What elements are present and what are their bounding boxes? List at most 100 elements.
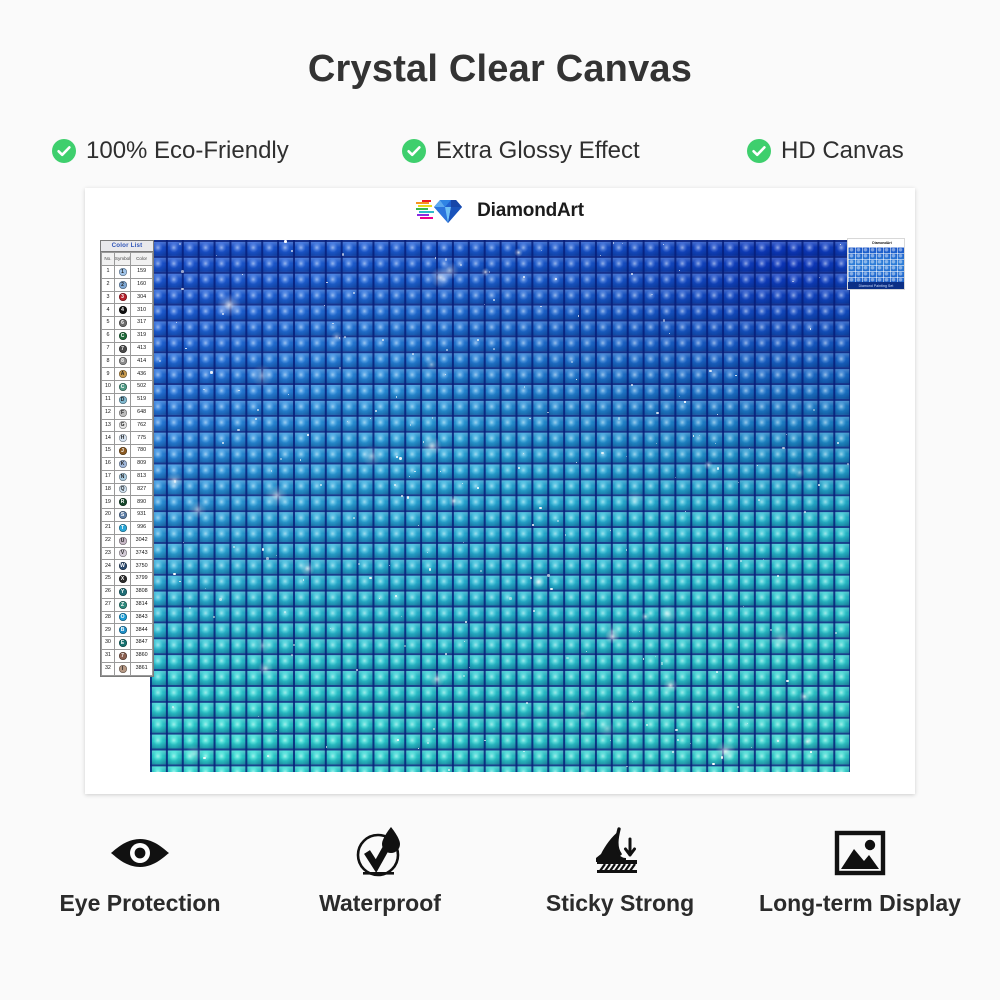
sparkle-dot (656, 411, 659, 415)
sparkle-dot (656, 443, 658, 445)
sparkle-dot (460, 264, 463, 266)
sparkle-dot (171, 705, 175, 708)
sparkle-dot (565, 534, 567, 536)
cell-symbol: F (113, 405, 132, 420)
sparkle-dot (287, 393, 289, 395)
cell-color-code: 813 (130, 469, 153, 484)
cell-no: 25 (101, 572, 115, 586)
badge-label: Sticky Strong (545, 890, 695, 916)
sparkle-dot (325, 746, 328, 748)
table-row: 29 B 3844 (101, 623, 153, 638)
cell-no: 19 (101, 495, 115, 510)
cell-color-code: 3042 (130, 533, 153, 548)
table-row: 1 1 159 (101, 265, 153, 279)
color-symbol-swatch: 6 (118, 319, 127, 328)
sparkle-glow (768, 627, 793, 651)
diamond-gem-icon (860, 241, 870, 253)
sparkle-dot (675, 476, 677, 478)
sparkle-dot (434, 257, 437, 259)
thumbnail-caption: Diamond Painting Set (848, 282, 904, 289)
cell-no: 32 (101, 661, 115, 676)
sparkle-dot (756, 464, 759, 467)
cell-color-code: 3799 (130, 572, 153, 586)
sparkle-dot (428, 568, 432, 571)
sparkle-dot (678, 395, 681, 398)
sparkle-dot (785, 433, 787, 435)
sparkle-dot (216, 255, 218, 257)
color-symbol-swatch: G (118, 421, 127, 430)
table-row: 10 C 502 (101, 380, 153, 394)
cell-color-code: 436 (130, 367, 153, 382)
sparkle-dot (610, 739, 612, 741)
sparkle-dot (176, 322, 178, 324)
sparkle-dot (777, 740, 779, 742)
sparkle-glow (165, 472, 184, 491)
cell-symbol: E (113, 636, 132, 650)
sparkle-dot (179, 580, 181, 583)
sparkle-dot (769, 628, 773, 632)
sparkle-dot (529, 417, 531, 419)
table-row: 25 X 3799 (101, 572, 153, 586)
table-row: 8 8 414 (101, 354, 153, 369)
cell-color-code: 890 (130, 495, 153, 510)
sparkle-dot (660, 663, 663, 666)
sparkle-dot (290, 654, 293, 656)
sparkle-dot (399, 457, 402, 460)
sparkle-glow (299, 560, 315, 576)
sparkle-dot (159, 360, 162, 362)
sparkle-dot (547, 411, 549, 413)
sparkle-dot (834, 632, 837, 635)
sparkle-dot (625, 455, 628, 458)
sparkle-dot (307, 434, 310, 436)
table-row: 11 D 519 (101, 392, 153, 407)
sparkle-dot (809, 328, 812, 331)
cell-no: 30 (101, 636, 115, 650)
color-symbol-swatch: E (118, 639, 127, 647)
sparkle-dot (671, 750, 674, 753)
cell-symbol: 4 (113, 303, 132, 318)
table-row: 23 V 3743 (101, 546, 153, 561)
cell-no: 18 (101, 482, 115, 497)
cell-no: 1 (101, 265, 115, 279)
sparkle-dot (782, 447, 785, 450)
sparkle-dot (489, 271, 491, 273)
sparkle-dot (493, 298, 495, 301)
sparkle-glow (598, 719, 616, 737)
sparkle-dot (642, 658, 645, 660)
sparkle-glow (798, 691, 810, 703)
sparkle-dot (812, 409, 815, 411)
cell-symbol: 7 (113, 648, 132, 663)
color-symbol-swatch: Q (118, 485, 127, 494)
sparkle-dot (462, 541, 464, 543)
mosaic-grid-lines (150, 240, 850, 772)
table-header-row: No. Symbol Color (101, 252, 153, 266)
sparkle-dot (517, 466, 520, 469)
sparkle-glow (576, 708, 588, 720)
table-row: 32 I 3861 (101, 661, 153, 676)
color-list-grid: No. Symbol Color 1 1 159 2 2 160 3 3 304 4 4 310 5 6 3… (101, 252, 153, 676)
sparkle-dot (525, 701, 528, 704)
sparkle-dot (483, 304, 486, 306)
table-row: 18 Q 827 (101, 482, 153, 497)
table-row: 31 7 3860 (101, 648, 153, 663)
sparkle-dot (523, 750, 526, 753)
sparkle-dot (414, 471, 416, 473)
cell-no: 28 (101, 610, 115, 625)
sparkle-dot (839, 244, 841, 246)
sparkle-dot (693, 435, 695, 437)
cell-color-code: 762 (130, 418, 153, 433)
sparkle-dot (735, 374, 737, 377)
canvas-preview-card: DiamondArt Color List No. Symbol Color (85, 188, 915, 794)
cell-no: 12 (101, 405, 115, 420)
product-thumbnail: DiamondArt Diamond Painting Set (847, 238, 905, 290)
sparkle-glow (250, 364, 274, 387)
sparkle-dot (270, 470, 273, 472)
sparkle-dot (203, 388, 205, 390)
sparkle-dot (776, 574, 779, 577)
sparkle-dot (381, 339, 384, 342)
table-row: 21 T 996 (101, 520, 153, 535)
cell-symbol: S (113, 508, 132, 522)
table-row: 14 H 775 (101, 431, 153, 446)
sparkle-glow (429, 671, 445, 688)
